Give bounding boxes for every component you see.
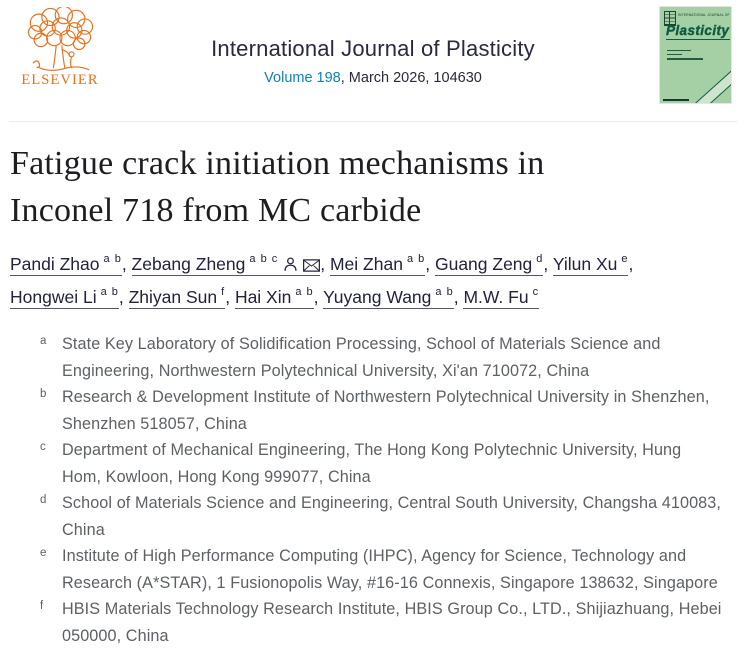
author-separator: , [118,287,129,307]
author-name: Hai Xin [234,287,292,307]
article-title: Fatigue crack initiation mechanisms in In… [10,140,736,234]
author-separator: , [628,254,634,274]
author-link[interactable]: Zebang Zheng a b c [131,253,321,276]
author-link[interactable]: Yuyang Wang a b [323,287,454,309]
envelope-icon[interactable] [303,248,321,281]
article-title-line2: Inconel 718 from MC carbide [10,192,422,229]
author-superscripts: a b [406,253,426,266]
author-link[interactable]: Hongwei Li a b [10,287,119,309]
journal-cover-thumbnail[interactable]: INTERNATIONAL JOURNAL OF Plasticity [660,7,731,103]
affiliation-item: f HBIS Materials Technology Research Inst… [38,596,722,649]
cover-bottom-line [663,99,689,101]
author-link[interactable]: Yilun Xu e [552,253,629,276]
affiliation-item: a State Key Laboratory of Solidification … [38,331,722,384]
author-separator: , [313,287,324,307]
author-superscripts: a b c [249,253,279,266]
affiliation-text: School of Materials Science and Engineer… [62,494,721,539]
author-list: Pandi Zhao a b, Zebang Zheng a b c, Mei Zh… [10,248,736,314]
affiliation-item: e Institute of High Performance Computing… [38,543,722,596]
author-separator: , [425,254,435,274]
author-link[interactable]: Guang Zeng d [434,253,544,276]
author-name: Zhiyan Sun [128,287,218,307]
author-link[interactable]: Mei Zhan a b [329,253,426,276]
author-superscripts: d [536,253,544,266]
author-superscripts: a b [100,286,119,299]
affiliation-label: f [40,600,44,612]
affiliation-text: State Key Laboratory of Solidification P… [62,335,661,380]
author-link[interactable]: Hai Xin a b [234,286,314,309]
person-icon[interactable] [283,248,298,281]
affiliation-label: e [40,547,47,559]
affiliation-label: b [40,388,47,400]
author-name: Mei Zhan [329,254,403,274]
cover-grid-decoration [664,11,676,26]
affiliation-item: d School of Materials Science and Enginee… [38,490,722,543]
volume-issue-line: Volume 198, March 2026, 104630 [119,70,627,86]
elsevier-logo[interactable]: ELSEVIER [12,7,108,89]
cover-text-lines-decoration [660,47,731,60]
affiliation-label: a [40,335,47,347]
author-separator: , [453,287,464,307]
affiliation-text: Research & Development Institute of Nort… [62,388,710,433]
affiliation-text: Institute of High Performance Computing … [62,547,718,592]
author-link[interactable]: Zhiyan Sun f [128,286,226,309]
journal-title-link[interactable]: International Journal of Plasticity [211,36,535,61]
author-separator: , [121,254,132,274]
author-separator: , [225,287,235,307]
affiliation-label: c [40,441,46,453]
elsevier-wordmark: ELSEVIER [21,72,99,88]
affiliation-list: a State Key Laboratory of Solidification … [38,331,736,649]
cover-diagonal-banner [689,66,731,103]
affiliation-label: d [40,494,47,506]
author-superscripts: c [532,286,540,299]
author-name: Pandi Zhao [10,254,100,274]
cover-large-title: Plasticity [666,23,731,40]
author-superscripts: e [621,253,629,266]
page-header: ELSEVIER International Journal of Plasti… [9,0,737,122]
author-name: Yilun Xu [552,254,618,274]
author-name: Hongwei Li [10,287,97,307]
article-title-line1: Fatigue crack initiation mechanisms in [10,145,545,182]
author-name: M.W. Fu [463,287,529,307]
author-name: Yuyang Wang [323,287,432,307]
volume-link[interactable]: Volume 198 [264,70,341,86]
author-superscripts: a b [435,286,454,299]
affiliation-text: Department of Mechanical Engineering, Th… [62,441,682,486]
issue-info-text: , March 2026, 104630 [340,70,482,86]
author-superscripts: f [221,286,226,299]
cover-small-title: INTERNATIONAL JOURNAL OF [678,13,730,17]
author-separator: , [543,254,553,274]
author-superscripts: a b [295,286,314,299]
elsevier-tree-icon [12,7,108,71]
affiliation-text: HBIS Materials Technology Research Insti… [62,600,722,645]
affiliation-item: b Research & Development Institute of Nor… [38,384,722,437]
author-separator: , [320,254,330,274]
author-name: Guang Zeng [434,254,533,274]
author-superscripts: a b [103,253,122,266]
affiliation-item: c Department of Mechanical Engineering, T… [38,437,722,490]
author-name: Zebang Zheng [131,254,246,274]
author-link[interactable]: M.W. Fu c [463,286,540,309]
author-link[interactable]: Pandi Zhao a b [10,254,122,276]
